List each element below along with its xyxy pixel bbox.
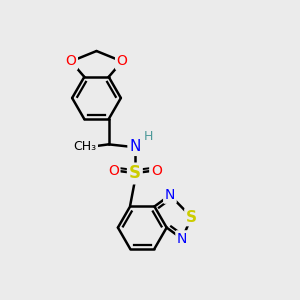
Text: O: O bbox=[65, 54, 76, 68]
Text: N: N bbox=[177, 232, 187, 246]
Text: S: S bbox=[186, 209, 197, 224]
Text: O: O bbox=[108, 164, 119, 178]
Text: H: H bbox=[143, 130, 153, 143]
Text: O: O bbox=[151, 164, 162, 178]
Text: N: N bbox=[129, 139, 140, 154]
Text: CH₃: CH₃ bbox=[73, 140, 97, 153]
Text: O: O bbox=[117, 54, 128, 68]
Text: N: N bbox=[165, 188, 175, 202]
Text: S: S bbox=[129, 164, 141, 182]
